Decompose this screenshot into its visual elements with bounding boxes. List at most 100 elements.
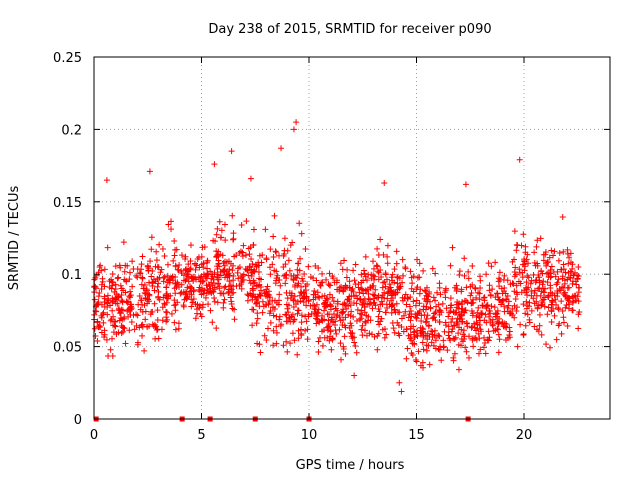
data-point	[486, 287, 493, 294]
data-point	[468, 289, 475, 296]
data-point	[469, 262, 476, 269]
data-point	[229, 305, 236, 312]
data-point	[278, 321, 285, 328]
data-point	[273, 249, 280, 256]
data-point	[454, 315, 461, 322]
data-point	[169, 273, 176, 280]
data-point	[492, 327, 499, 334]
data-point	[106, 284, 113, 291]
data-point	[351, 339, 358, 346]
data-point	[423, 315, 430, 322]
data-point	[361, 327, 368, 334]
data-point	[139, 301, 146, 308]
data-point	[449, 326, 456, 333]
data-point	[469, 300, 476, 307]
data-point	[127, 311, 134, 318]
data-point	[402, 265, 409, 272]
data-point	[566, 294, 573, 301]
data-point	[280, 252, 287, 259]
data-point	[399, 256, 406, 263]
data-points	[91, 119, 583, 395]
data-point	[415, 348, 422, 355]
data-point	[509, 305, 516, 312]
data-point	[340, 288, 347, 295]
data-point	[553, 336, 560, 343]
data-point	[298, 312, 305, 319]
data-point	[424, 330, 431, 337]
data-point	[109, 335, 116, 342]
data-point	[576, 284, 583, 291]
data-point	[125, 298, 132, 305]
data-point	[461, 309, 468, 316]
data-point	[455, 366, 462, 373]
data-point	[534, 260, 541, 267]
data-point	[541, 285, 548, 292]
data-point	[560, 284, 567, 291]
data-point	[522, 310, 529, 317]
data-point	[229, 212, 236, 219]
data-point	[405, 332, 412, 339]
data-point	[218, 234, 225, 241]
data-point	[143, 286, 150, 293]
data-point	[500, 323, 507, 330]
data-point	[291, 316, 298, 323]
data-point	[391, 266, 398, 273]
data-point	[154, 316, 161, 323]
data-point	[425, 323, 432, 330]
data-point	[107, 317, 114, 324]
data-point	[389, 301, 396, 308]
data-point	[277, 282, 284, 289]
data-point	[492, 313, 499, 320]
data-point	[199, 301, 206, 308]
data-point	[569, 307, 576, 314]
data-point	[381, 325, 388, 332]
data-point	[333, 330, 340, 337]
data-point	[282, 280, 289, 287]
data-point	[280, 342, 287, 349]
data-point	[394, 273, 401, 280]
data-point	[104, 300, 111, 307]
data-point	[416, 290, 423, 297]
data-point	[378, 273, 385, 280]
data-point	[198, 277, 205, 284]
data-point	[555, 276, 562, 283]
data-point	[243, 218, 250, 225]
data-point	[430, 294, 437, 301]
data-point	[294, 310, 301, 317]
data-point	[506, 324, 513, 331]
data-point	[231, 306, 238, 313]
data-point	[92, 333, 99, 340]
data-point	[575, 311, 582, 318]
data-point	[414, 256, 421, 263]
data-point	[486, 313, 493, 320]
data-point	[363, 332, 370, 339]
data-point	[293, 119, 300, 126]
data-point	[354, 306, 361, 313]
data-point	[296, 292, 303, 299]
data-point	[100, 309, 107, 316]
data-point	[557, 287, 564, 294]
data-point	[163, 291, 170, 298]
data-point	[460, 327, 467, 334]
data-point	[154, 263, 161, 270]
data-point	[346, 278, 353, 285]
data-point	[123, 278, 130, 285]
data-point	[117, 282, 124, 289]
data-point	[149, 267, 156, 274]
data-point	[220, 299, 227, 306]
data-point	[185, 271, 192, 278]
data-point	[343, 274, 350, 281]
data-point	[526, 319, 533, 326]
data-point	[492, 259, 499, 266]
data-point	[536, 279, 543, 286]
data-point	[548, 247, 555, 254]
data-point	[315, 338, 322, 345]
data-point	[331, 321, 338, 328]
data-point	[342, 350, 349, 357]
data-point	[192, 301, 199, 308]
data-point	[388, 274, 395, 281]
data-point	[283, 338, 290, 345]
data-point	[342, 314, 349, 321]
data-point	[561, 291, 568, 298]
data-point	[249, 322, 256, 329]
